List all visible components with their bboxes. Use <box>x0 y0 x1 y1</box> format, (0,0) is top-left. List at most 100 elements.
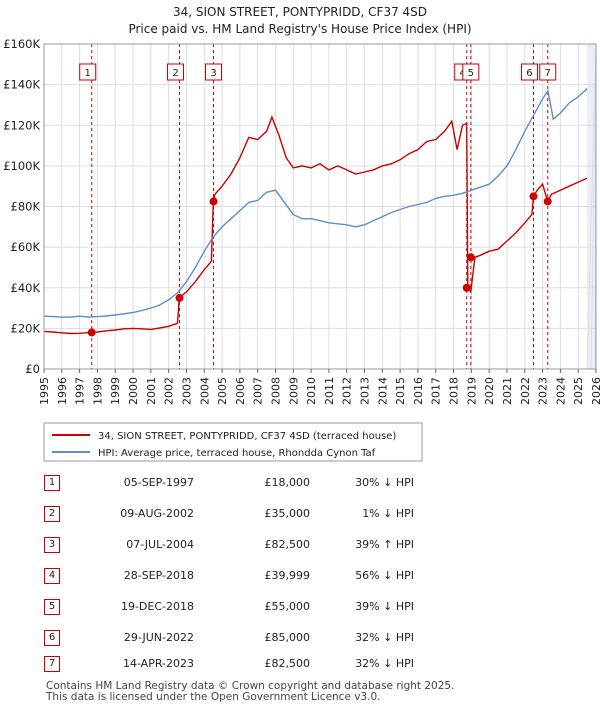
y-tick-label: £140K <box>3 78 40 92</box>
x-tick-label: 2018 <box>448 377 461 405</box>
row-date: 14-APR-2023 <box>122 657 194 670</box>
row-hpi: 39% ↑ HPI <box>355 538 414 551</box>
row-date: 29-JUN-2022 <box>123 631 194 644</box>
table-row: 5 19-DEC-2018 £55,000 39% ↓ HPI <box>44 596 464 620</box>
price-chart: 34, SION STREET, PONTYPRIDD, CF37 4SD Pr… <box>3 5 600 462</box>
x-tick-label: 2011 <box>323 377 336 405</box>
row-date: 09-AUG-2002 <box>120 507 194 520</box>
x-tick-label: 2021 <box>501 377 514 405</box>
x-tick-label: 2015 <box>394 377 407 405</box>
x-tick-label: 2001 <box>145 377 158 405</box>
legend: 34, SION STREET, PONTYPRIDD, CF37 4SD (t… <box>43 422 423 462</box>
transaction-label-box <box>462 63 480 81</box>
y-tick-label: £100K <box>3 159 40 173</box>
row-hpi: 56% ↓ HPI <box>355 569 414 582</box>
table-row: 4 28-SEP-2018 £39,999 56% ↓ HPI <box>44 565 464 589</box>
y-tick-label: £160K <box>3 37 40 51</box>
row-marker: 1 <box>44 475 60 491</box>
x-tick-label: 2007 <box>252 377 265 405</box>
x-tick-label: 2006 <box>234 377 247 405</box>
x-tick-label: 1995 <box>38 377 51 405</box>
legend-hpi-label: HPI: Average price, terraced house, Rhon… <box>98 448 376 459</box>
x-tick-label: 2012 <box>341 377 354 405</box>
x-tick-label: 2008 <box>269 377 282 405</box>
transaction-point <box>87 328 96 337</box>
x-tick-label: 2020 <box>483 377 496 405</box>
row-marker: 3 <box>44 537 60 553</box>
row-price: £18,000 <box>264 476 311 489</box>
transaction-label: 5 <box>468 68 474 79</box>
transaction-label-box <box>79 63 97 81</box>
x-tick-label: 2016 <box>412 377 425 405</box>
row-marker: 4 <box>44 568 60 584</box>
transaction-label-box <box>167 63 185 81</box>
forecast-hatch <box>586 43 597 370</box>
row-marker: 5 <box>44 599 60 615</box>
transaction-point <box>466 253 475 262</box>
transaction-label: 3 <box>210 68 216 79</box>
row-marker: 7 <box>44 656 60 672</box>
legend-property-label: 34, SION STREET, PONTYPRIDD, CF37 4SD (t… <box>98 431 396 442</box>
row-marker: 2 <box>44 506 60 522</box>
row-price: £55,000 <box>264 600 311 613</box>
x-tick-label: 1997 <box>74 377 87 405</box>
row-price: £35,000 <box>264 507 311 520</box>
transaction-point <box>462 283 471 292</box>
row-date: 07-JUL-2004 <box>126 538 194 551</box>
transaction-label-box <box>539 63 557 81</box>
chart-title: 34, SION STREET, PONTYPRIDD, CF37 4SD <box>173 5 427 19</box>
x-tick-label: 2000 <box>127 377 140 405</box>
footer-licence: This data is licensed under the Open Gov… <box>46 691 381 703</box>
row-hpi: 32% ↓ HPI <box>355 631 414 644</box>
row-date: 28-SEP-2018 <box>123 569 194 582</box>
y-tick-label: £20K <box>11 321 41 335</box>
plot-frame <box>43 43 597 370</box>
x-tick-label: 2002 <box>163 377 176 405</box>
property-price-line <box>43 115 588 335</box>
y-tick-label: £80K <box>11 200 41 214</box>
x-tick-label: 2004 <box>198 377 211 405</box>
table-row: 6 29-JUN-2022 £85,000 32% ↓ HPI <box>44 627 464 651</box>
row-date: 19-DEC-2018 <box>120 600 194 613</box>
x-tick-label: 2017 <box>430 377 443 405</box>
x-tick-label: 2019 <box>465 377 478 405</box>
y-tick-label: £0 <box>25 362 40 376</box>
row-price: £39,999 <box>264 569 311 582</box>
forecast-hatch <box>590 43 597 370</box>
transaction-label: 1 <box>85 68 91 79</box>
row-hpi: 32% ↓ HPI <box>355 657 414 670</box>
transaction-label-box <box>520 63 538 81</box>
row-hpi: 1% ↓ HPI <box>362 507 414 520</box>
transaction-labels: 1234567 <box>79 63 557 81</box>
transaction-point <box>175 293 184 302</box>
x-tick-label: 2014 <box>376 377 389 405</box>
transaction-label-box <box>205 63 223 81</box>
x-tick-label: 2022 <box>519 377 532 405</box>
row-date: 05-SEP-1997 <box>123 476 194 489</box>
row-price: £82,500 <box>264 538 311 551</box>
transaction-point <box>529 192 538 201</box>
y-tick-label: £120K <box>3 118 40 132</box>
row-price: £85,000 <box>264 631 311 644</box>
transaction-label: 6 <box>526 68 532 79</box>
table-row: 7 14-APR-2023 £82,500 32% ↓ HPI <box>44 653 464 677</box>
x-tick-label: 2009 <box>287 377 300 405</box>
transaction-point <box>209 197 218 206</box>
y-tick-label: £60K <box>11 240 41 254</box>
x-tick-label: 2025 <box>572 377 585 405</box>
x-tick-label: 1999 <box>109 377 122 405</box>
transaction-label: 2 <box>172 68 178 79</box>
hpi-line <box>43 88 588 318</box>
transaction-points <box>87 192 552 337</box>
x-tick-label: 2024 <box>554 377 567 405</box>
x-tick-label: 2010 <box>305 377 318 405</box>
row-hpi: 39% ↓ HPI <box>355 600 414 613</box>
grid-layer <box>43 43 597 370</box>
transaction-label: 7 <box>545 68 551 79</box>
legend-box <box>43 422 423 462</box>
y-tick-label: £40K <box>11 281 41 295</box>
x-tick-label: 1998 <box>91 377 104 405</box>
axis-layer: £0 £20K £40K £60K £80K £100K £120K £140K £160K 19… <box>3 37 600 405</box>
transaction-point <box>543 197 552 206</box>
table-row: 1 05-SEP-1997 £18,000 30% ↓ HPI <box>44 472 464 496</box>
